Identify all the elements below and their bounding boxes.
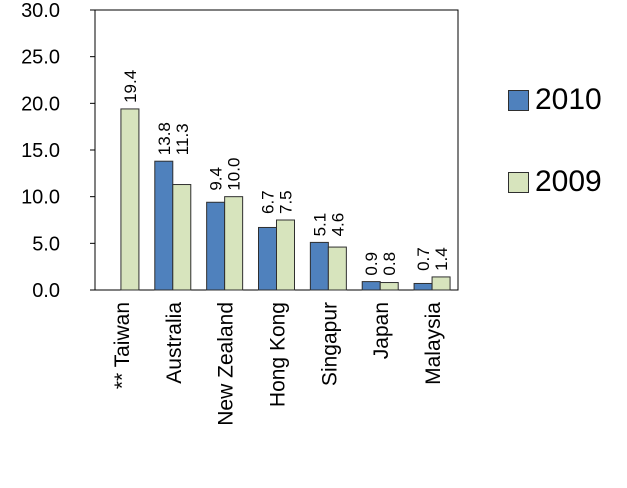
data-label-2009-3: 7.5 [277,190,296,214]
bar-2009-1 [172,184,192,291]
data-label-2010-2: 9.4 [207,167,226,191]
legend-swatch-2010 [508,89,529,111]
x-tick-label: Malaysia [422,302,445,385]
legend-item-2010: 2010 [508,80,602,120]
bar-2010-4 [309,241,329,291]
data-label-2010-3: 6.7 [259,190,278,214]
data-label-2009-0: 19.4 [121,70,140,103]
bar-2010-6 [413,282,433,291]
legend-swatch-2009 [508,171,529,193]
bar-2009-6 [431,276,451,291]
x-tick-label: New Zealand [215,302,238,426]
data-label-2010-5: 0.9 [362,252,381,276]
data-label-2010-4: 5.1 [310,213,329,237]
legend-item-2009: 2009 [508,162,602,202]
legend-label-2010: 2010 [535,83,602,116]
x-tick-label: Singapur [318,302,341,386]
data-label-2010-6: 0.7 [414,247,433,271]
y-tick-label: 10.0 [21,187,60,209]
bar-2010-3 [258,226,277,291]
bar-2009-5 [379,282,399,291]
bar-series-group [120,108,451,291]
data-label-2009-5: 0.8 [380,252,399,276]
y-tick-label: 15.0 [21,140,60,162]
bar-2009-4 [327,246,347,291]
legend: 2010 2009 [508,80,602,244]
data-labels-group: 19.4 13.8 11.3 9.4 10.0 6.7 7.5 5.1 4.6 0.9 0.8 0.7… [121,70,451,276]
bar-2009-0 [120,108,140,291]
bar-2009-2 [224,196,244,291]
x-tick-label: Hong Kong [267,302,290,407]
bar-2010-5 [361,281,381,291]
y-tick-label: 0.0 [32,280,60,302]
x-tick-label: Japan [370,302,393,359]
bar-2009-3 [276,219,295,291]
y-axis: 0.0 5.0 10.0 15.0 20.0 25.0 30.0 [21,0,95,302]
y-tick-label: 20.0 [21,93,60,115]
data-label-2010-1: 13.8 [155,122,174,155]
x-tick-label: ** Taiwan [111,302,134,389]
x-tick-label: Australia [163,302,186,384]
bar-2010-1 [154,160,174,291]
data-label-2009-4: 4.6 [328,213,347,237]
y-tick-label: 25.0 [21,47,60,69]
y-tick-label: 30.0 [21,0,60,22]
y-tick-label: 5.0 [32,233,60,255]
data-label-2009-6: 1.4 [432,247,451,271]
data-label-2009-1: 11.3 [173,123,192,155]
bar-2010-2 [206,201,226,291]
legend-label-2009: 2009 [535,165,602,198]
x-axis: ** Taiwan Australia New Zealand Hong Kong Si… [111,302,445,426]
data-label-2009-2: 10.0 [225,158,244,191]
